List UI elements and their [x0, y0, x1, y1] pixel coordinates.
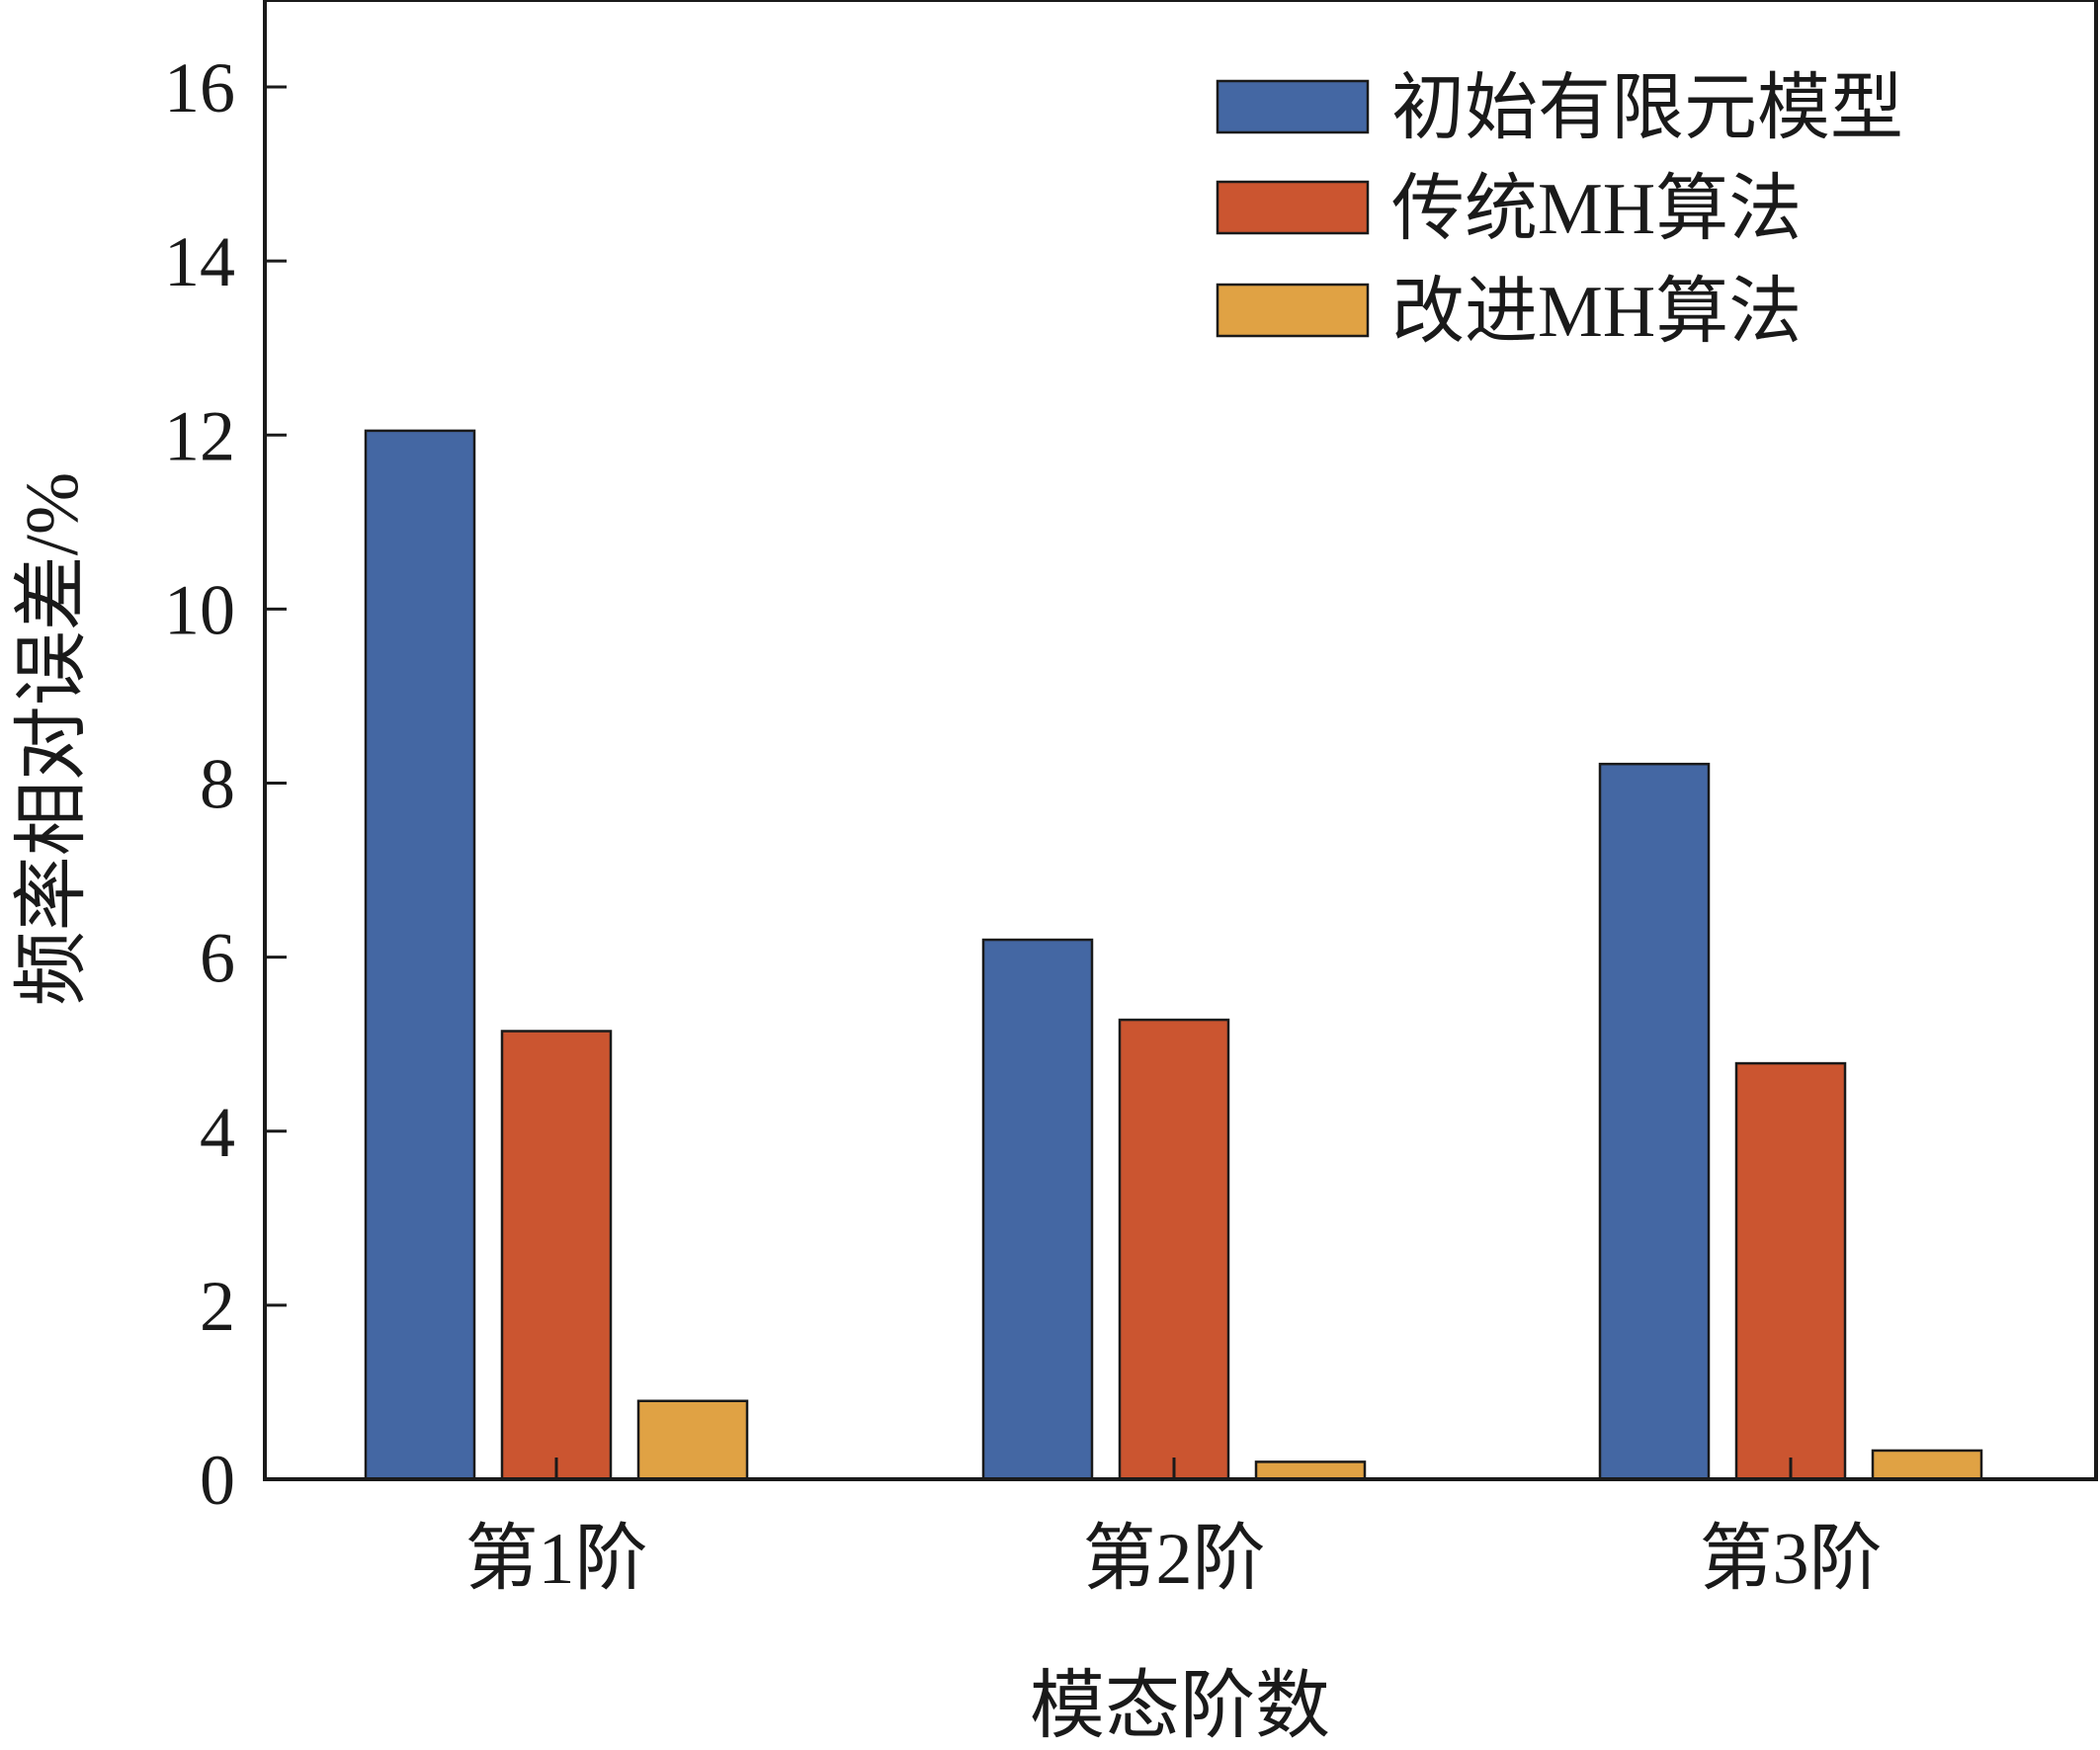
- y-tick-label: 12: [164, 396, 235, 475]
- y-tick-label: 8: [200, 745, 235, 824]
- y-tick-label: 14: [164, 222, 235, 301]
- y-tick-label: 10: [164, 570, 235, 649]
- bar-series3-cat1: [636, 1399, 749, 1481]
- legend-label: 初始有限元模型: [1391, 68, 1903, 149]
- x-category-label: 第2阶: [1083, 1519, 1266, 1600]
- bars-layer: [364, 429, 1983, 1481]
- x-axis-title: 模态阶数: [1030, 1665, 1330, 1748]
- y-tick-label: 6: [200, 919, 235, 998]
- legend-swatch: [1216, 283, 1370, 338]
- plot-frame: [263, 0, 2098, 1481]
- y-tick-label: 16: [164, 48, 235, 127]
- y-axis-ticks: 0 2 4 6 8 10 12 14 16: [164, 48, 287, 1520]
- bar-series3-cat2: [1254, 1460, 1367, 1481]
- bar-series1-cat3: [1598, 762, 1711, 1481]
- legend-swatch: [1216, 79, 1370, 134]
- bar-series2-cat3: [1734, 1061, 1847, 1481]
- x-category-label: 第3阶: [1700, 1519, 1883, 1600]
- bar-series3-cat3: [1871, 1449, 1983, 1481]
- y-axis-title: 频率相对误差/%: [11, 472, 94, 1006]
- bar-series1-cat1: [364, 429, 476, 1481]
- x-axis-ticks: 第1阶 第2阶 第3阶: [465, 1458, 1883, 1600]
- bar-series2-cat1: [500, 1030, 613, 1481]
- y-tick-label: 4: [200, 1093, 235, 1172]
- axes-layer: [263, 0, 2098, 1481]
- bar-series2-cat2: [1118, 1018, 1230, 1481]
- legend-label: 传统MH算法: [1391, 169, 1802, 250]
- legend-label: 改进MH算法: [1391, 272, 1802, 353]
- y-tick-label: 2: [200, 1267, 235, 1346]
- x-category-label: 第1阶: [465, 1519, 648, 1600]
- bar-series1-cat2: [981, 938, 1094, 1481]
- y-tick-label: 0: [200, 1441, 235, 1520]
- legend-swatch: [1216, 180, 1370, 235]
